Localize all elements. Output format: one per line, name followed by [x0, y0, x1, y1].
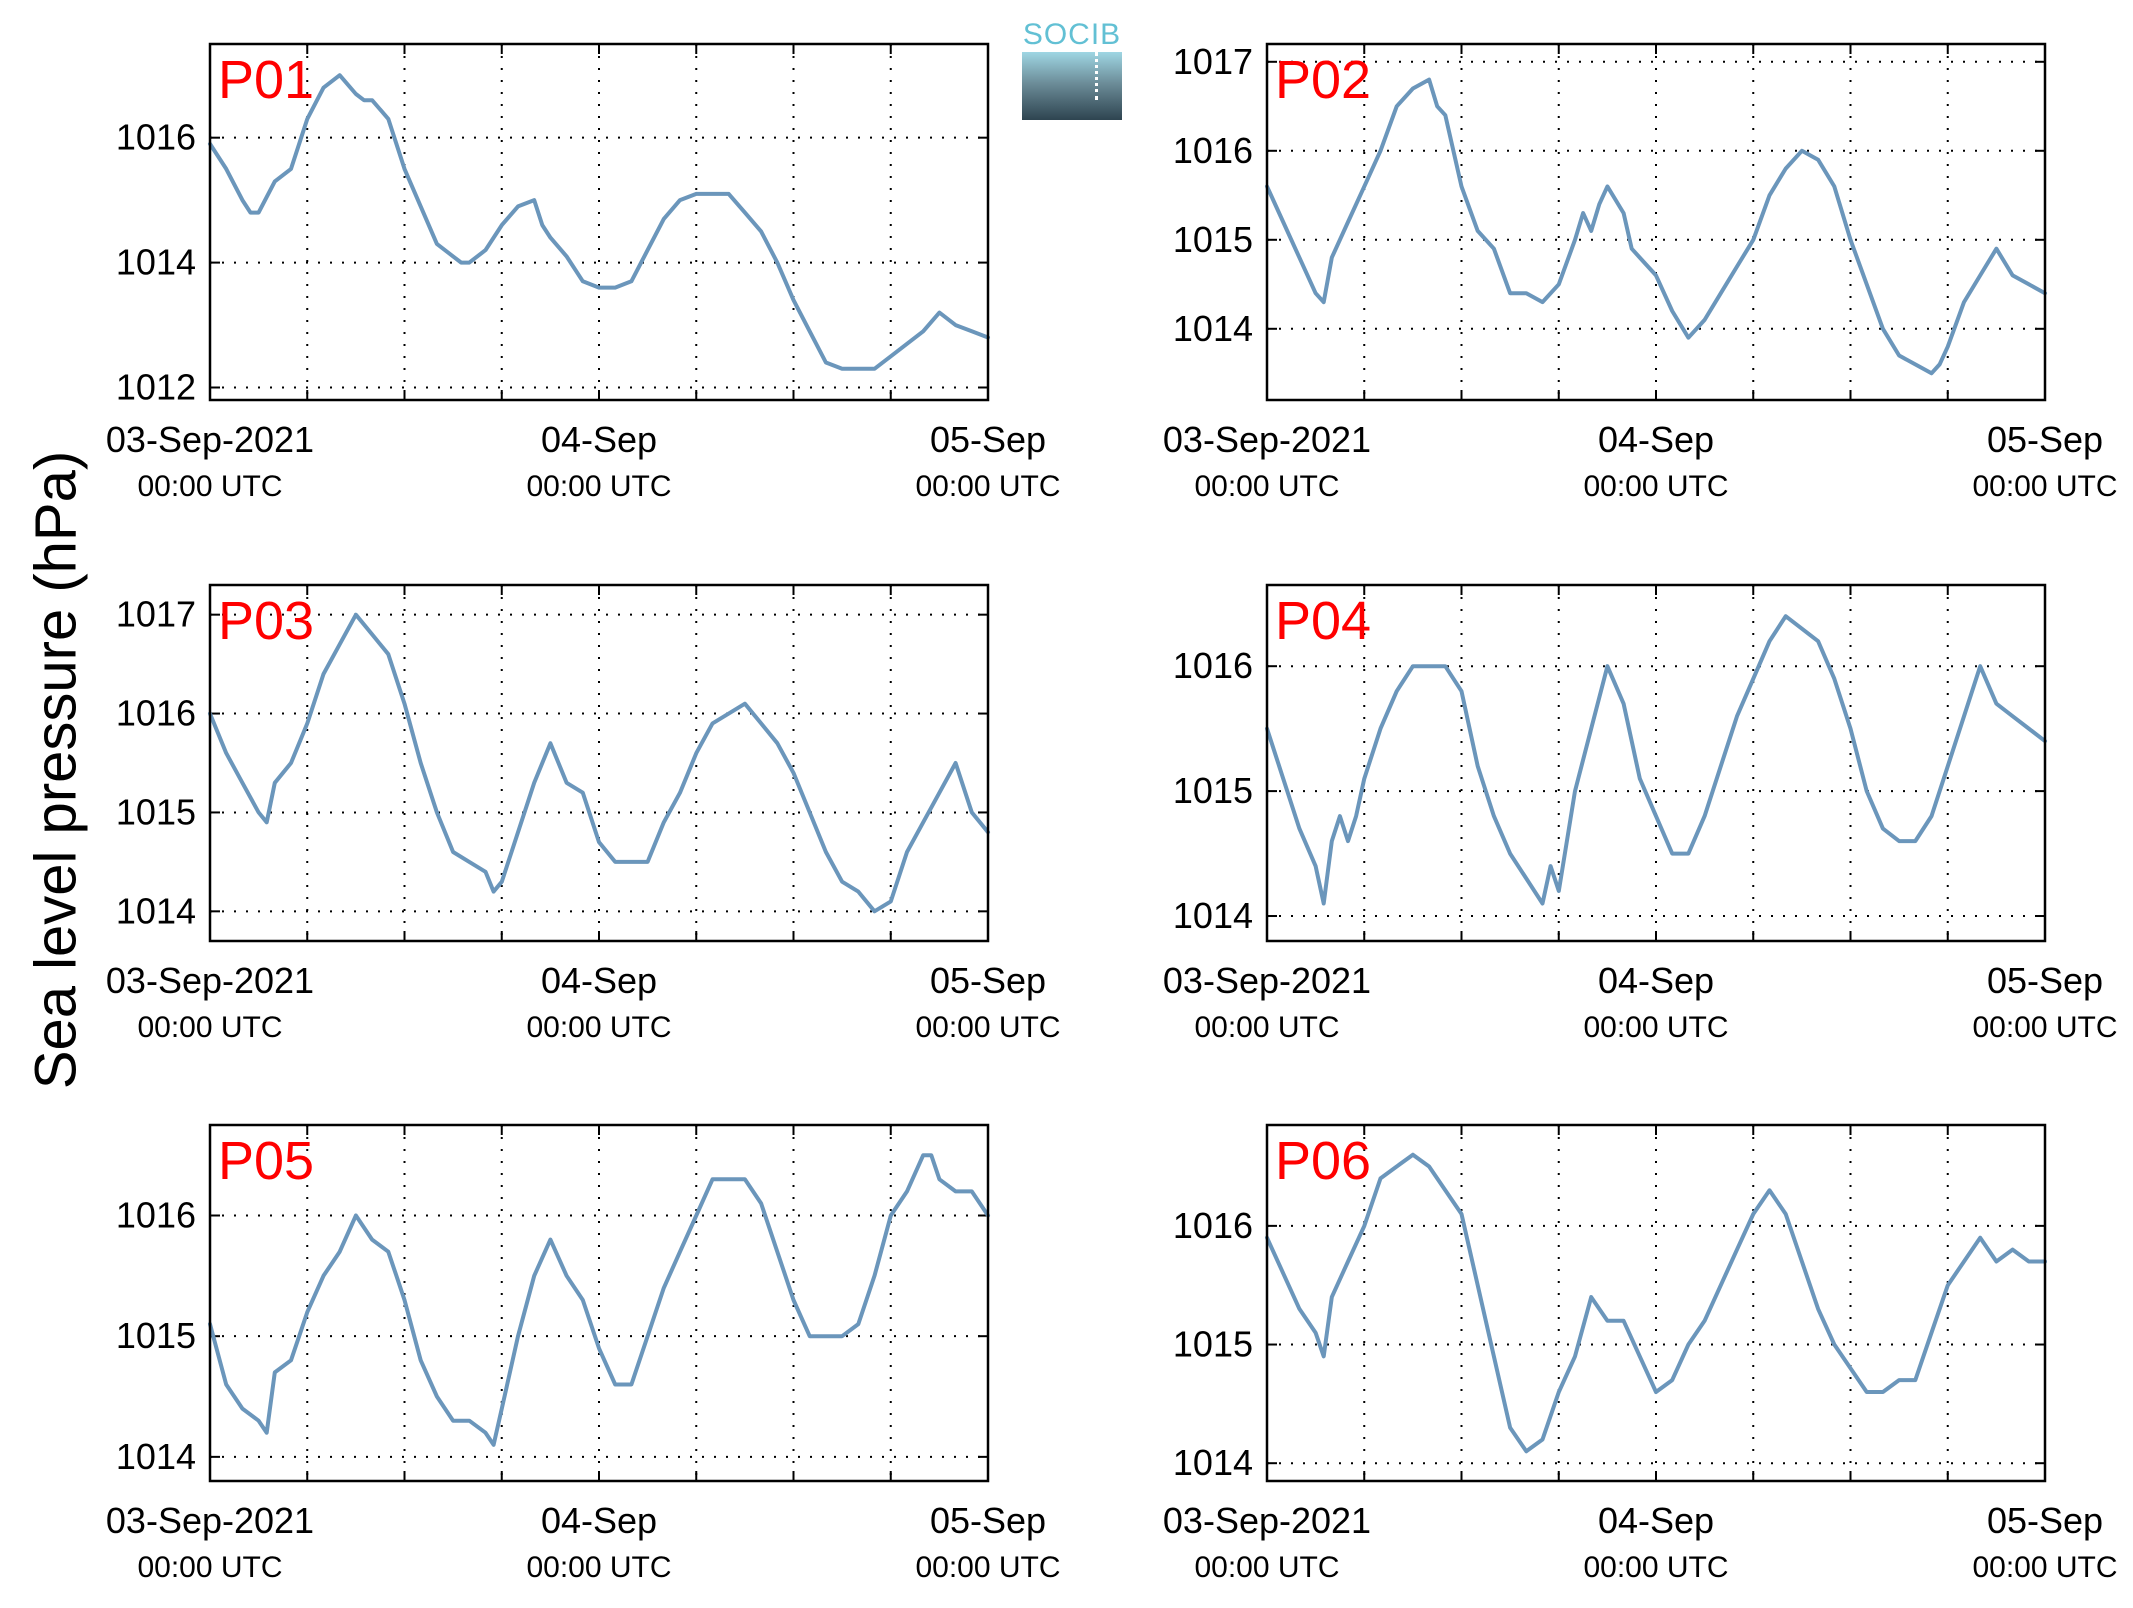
- x-tick-sublabel: 00:00 UTC: [915, 1551, 1060, 1584]
- x-tick-sublabel: 00:00 UTC: [526, 1011, 671, 1044]
- panel-label: P06: [1275, 1131, 1371, 1191]
- series-line: [1265, 77, 2047, 376]
- y-tick-label: 1016: [116, 1195, 196, 1236]
- axes-frame: [208, 1123, 990, 1483]
- axes-frame: [1265, 583, 2047, 943]
- x-tick-sublabel: 00:00 UTC: [526, 1551, 671, 1584]
- axes-frame: [208, 583, 990, 943]
- x-tick-label: 05-Sep: [1987, 1500, 2103, 1541]
- series-line: [1265, 614, 2047, 906]
- panel-label: P03: [218, 591, 314, 651]
- series-line: [208, 73, 990, 371]
- logo-text: SOCIB: [1022, 18, 1122, 51]
- panel-label: P02: [1275, 50, 1371, 110]
- panel-p02: 1014 1015 1016 1017 03-Sep-2021 00:00 UTC 04-S…: [1163, 41, 2118, 503]
- socib-logo: SOCIB: [1022, 18, 1122, 120]
- x-tick-label: 03-Sep-2021: [106, 960, 314, 1001]
- y-tick-label: 1016: [1173, 645, 1253, 686]
- x-tick-sublabel: 00:00 UTC: [1194, 1551, 1339, 1584]
- panel-p04: 1014 1015 1016 03-Sep-2021 00:00 UTC 04-Sep 00…: [1163, 583, 2118, 1044]
- x-tick-sublabel: 00:00 UTC: [915, 470, 1060, 503]
- y-tick-label: 1015: [1173, 219, 1253, 260]
- x-tick-label: 03-Sep-2021: [1163, 1500, 1371, 1541]
- x-tick-label: 03-Sep-2021: [106, 1500, 314, 1541]
- series-line: [208, 612, 990, 914]
- y-tick-label: 1017: [1173, 41, 1253, 82]
- axes-frame: [1265, 42, 2047, 402]
- panel-label: P05: [218, 1131, 314, 1191]
- y-tick-label: 1015: [1173, 770, 1253, 811]
- x-tick-sublabel: 00:00 UTC: [1194, 1011, 1339, 1044]
- x-tick-label: 05-Sep: [930, 960, 1046, 1001]
- axes-frame: [208, 42, 990, 402]
- logo-dotted-line: [1095, 52, 1098, 100]
- x-tick-label: 04-Sep: [1598, 960, 1714, 1001]
- x-tick-label: 03-Sep-2021: [1163, 419, 1371, 460]
- panel-label: P04: [1275, 591, 1371, 651]
- y-tick-label: 1016: [1173, 130, 1253, 171]
- y-tick-label: 1016: [116, 693, 196, 734]
- x-tick-label: 05-Sep: [1987, 419, 2103, 460]
- x-tick-sublabel: 00:00 UTC: [1972, 1011, 2117, 1044]
- x-tick-label: 03-Sep-2021: [1163, 960, 1371, 1001]
- y-tick-label: 1017: [116, 594, 196, 635]
- axes-frame: [1265, 1123, 2047, 1483]
- x-tick-sublabel: 00:00 UTC: [1972, 470, 2117, 503]
- panel-p01: 1012 1014 1016 03-Sep-2021 00:00 UTC 04-Sep 00…: [106, 42, 1061, 503]
- y-tick-label: 1012: [116, 367, 196, 408]
- y-tick-label: 1014: [116, 242, 196, 283]
- x-tick-label: 05-Sep: [1987, 960, 2103, 1001]
- x-tick-label: 04-Sep: [1598, 419, 1714, 460]
- logo-graphic: [1022, 52, 1122, 120]
- x-tick-label: 04-Sep: [541, 1500, 657, 1541]
- x-tick-sublabel: 00:00 UTC: [915, 1011, 1060, 1044]
- x-tick-sublabel: 00:00 UTC: [1583, 470, 1728, 503]
- y-tick-label: 1015: [116, 1315, 196, 1356]
- x-tick-label: 04-Sep: [541, 960, 657, 1001]
- y-tick-label: 1014: [1173, 308, 1253, 349]
- y-tick-label: 1015: [116, 791, 196, 832]
- y-tick-label: 1014: [1173, 1442, 1253, 1483]
- y-tick-label: 1016: [1173, 1205, 1253, 1246]
- panel-p03: 1014 1015 1016 1017 03-Sep-2021 00:00 UTC 04-S…: [106, 583, 1061, 1044]
- series-line: [208, 1153, 990, 1447]
- x-tick-label: 05-Sep: [930, 419, 1046, 460]
- x-tick-sublabel: 00:00 UTC: [137, 1011, 282, 1044]
- x-tick-label: 03-Sep-2021: [106, 419, 314, 460]
- x-tick-label: 05-Sep: [930, 1500, 1046, 1541]
- y-tick-label: 1015: [1173, 1324, 1253, 1365]
- x-tick-sublabel: 00:00 UTC: [526, 470, 671, 503]
- y-tick-label: 1014: [116, 1436, 196, 1477]
- x-tick-label: 04-Sep: [541, 419, 657, 460]
- x-tick-sublabel: 00:00 UTC: [137, 470, 282, 503]
- y-tick-label: 1014: [116, 890, 196, 931]
- x-tick-sublabel: 00:00 UTC: [1194, 470, 1339, 503]
- y-tick-label: 1014: [1173, 895, 1253, 936]
- x-tick-sublabel: 00:00 UTC: [1972, 1551, 2117, 1584]
- x-tick-sublabel: 00:00 UTC: [1583, 1011, 1728, 1044]
- x-tick-label: 04-Sep: [1598, 1500, 1714, 1541]
- panel-p06: 1014 1015 1016 03-Sep-2021 00:00 UTC 04-Sep 00…: [1163, 1123, 2118, 1584]
- x-tick-sublabel: 00:00 UTC: [137, 1551, 282, 1584]
- y-tick-label: 1016: [116, 117, 196, 158]
- x-tick-sublabel: 00:00 UTC: [1583, 1551, 1728, 1584]
- panel-p05: 1014 1015 1016 03-Sep-2021 00:00 UTC 04-Sep 00…: [106, 1123, 1061, 1584]
- panel-label: P01: [218, 50, 314, 110]
- series-line: [1265, 1152, 2047, 1454]
